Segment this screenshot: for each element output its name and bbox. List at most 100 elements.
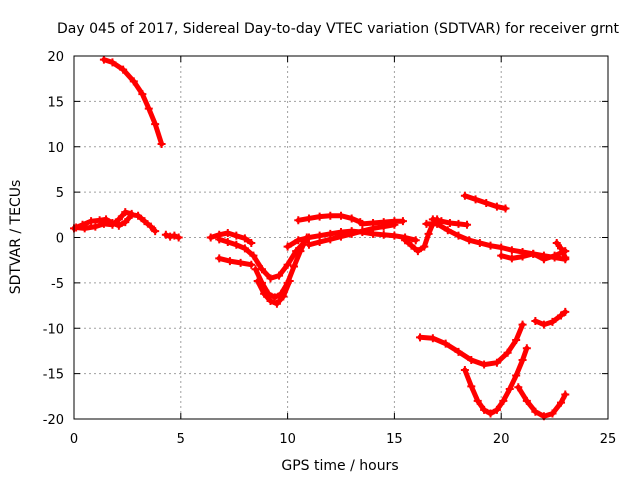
- data-point-arc-3-7: [127, 209, 136, 218]
- series-line-arc-21: [462, 345, 530, 417]
- data-point-arc-20-3: [454, 347, 463, 356]
- x-tick-label-2: 10: [279, 432, 296, 447]
- data-point-arc-22-1: [522, 396, 531, 405]
- data-point-arc-4-3: [174, 233, 183, 242]
- data-point-arc-21-5: [492, 405, 501, 414]
- data-point-arc-9-0: [253, 277, 262, 286]
- series-line-arc-9: [255, 278, 293, 307]
- data-point-arc-20-9: [518, 320, 527, 329]
- data-point-arc-6-8: [283, 260, 292, 269]
- series-arc-19: [552, 238, 570, 262]
- data-point-arc-21-10: [522, 344, 531, 353]
- data-point-arc-19-1: [557, 244, 566, 253]
- data-point-arc-9-5: [285, 277, 294, 286]
- series-arc-20: [416, 320, 527, 369]
- data-point-arc-16-0: [428, 215, 437, 224]
- data-point-arc-14-0: [401, 236, 410, 245]
- data-point-arc-10-1: [304, 214, 313, 223]
- data-point-arc-1-5: [144, 104, 153, 113]
- y-tick-label-4: 0: [56, 232, 64, 247]
- data-point-arc-7-3: [247, 260, 256, 269]
- series-arc-10: [294, 211, 365, 227]
- data-point-arc-23-3: [557, 311, 566, 320]
- data-point-arc-12-1: [315, 238, 324, 247]
- x-tick-label-4: 20: [493, 432, 510, 447]
- data-point-arc-14-4: [424, 229, 433, 238]
- data-point-arc-1-0: [99, 55, 108, 64]
- data-point-arc-6-2: [232, 240, 241, 249]
- data-point-arc-6-6: [266, 274, 275, 283]
- data-point-arc-20-8: [512, 336, 521, 345]
- data-point-arc-16-3: [454, 219, 463, 228]
- data-point-arc-15-5: [475, 238, 484, 247]
- series-arc-5: [206, 228, 256, 247]
- data-point-arc-13-1: [369, 218, 378, 227]
- data-point-arc-2-9: [134, 211, 143, 220]
- data-point-arc-18-3: [529, 249, 538, 258]
- data-point-arc-3-6: [121, 208, 130, 217]
- data-point-arc-3-4: [108, 220, 117, 229]
- data-point-arc-11-2: [304, 233, 313, 242]
- series-arc-9: [253, 277, 294, 308]
- data-point-arc-17-2: [482, 199, 491, 208]
- data-point-arc-18-2: [518, 252, 527, 261]
- data-point-arc-2-2: [87, 217, 96, 226]
- data-point-arc-10-2: [315, 212, 324, 221]
- data-point-arc-5-3: [232, 231, 241, 240]
- series-arc-6: [215, 235, 309, 283]
- data-point-arc-22-4: [548, 409, 557, 418]
- series-arc-15: [422, 219, 570, 264]
- data-point-arc-22-0: [514, 383, 523, 392]
- data-point-arc-20-2: [441, 339, 450, 348]
- data-point-arc-15-3: [454, 231, 463, 240]
- data-point-arc-5-4: [240, 234, 249, 243]
- axis-ticks: 0 5 10 15 20 25 -20 -15 -10 -5 0 5 10 15 20: [43, 50, 617, 447]
- data-point-arc-21-0: [460, 365, 469, 374]
- data-point-arc-6-3: [240, 244, 249, 253]
- data-point-arc-18-5: [550, 251, 559, 260]
- data-point-arc-11-12: [411, 236, 420, 245]
- data-point-arc-20-1: [428, 334, 437, 343]
- data-point-arc-17-0: [460, 191, 469, 200]
- y-tick-label-3: -5: [51, 277, 64, 292]
- data-point-arc-17-4: [501, 204, 510, 213]
- data-point-arc-23-0: [531, 316, 540, 325]
- data-point-arc-15-4: [465, 236, 474, 245]
- data-point-arc-21-3: [480, 405, 489, 414]
- x-axis-title: GPS time / hours: [281, 458, 398, 474]
- data-point-arc-12-2: [326, 235, 335, 244]
- data-point-arc-8-0: [251, 265, 260, 274]
- data-point-arc-10-4: [337, 211, 345, 220]
- data-point-arc-6-1: [223, 238, 232, 247]
- data-point-arc-20-4: [467, 356, 476, 365]
- data-point-arc-21-9: [518, 356, 527, 365]
- data-point-arc-23-4: [561, 307, 570, 316]
- x-tick-label-3: 15: [386, 432, 403, 447]
- series-arc-13: [358, 217, 407, 228]
- series-arc-3: [72, 208, 136, 233]
- series-arc-4: [161, 230, 183, 242]
- data-point-arc-1-6: [151, 120, 160, 129]
- data-point-arc-11-0: [283, 242, 292, 251]
- data-point-arc-15-2: [443, 226, 452, 235]
- series-arc-23: [531, 307, 570, 329]
- series-arc-2: [70, 210, 160, 236]
- data-point-arc-6-4: [249, 251, 258, 260]
- data-point-arc-11-9: [379, 230, 388, 239]
- data-point-arc-5-2: [223, 228, 232, 237]
- y-tick-label-0: -20: [43, 413, 64, 428]
- data-point-arc-4-0: [161, 230, 170, 239]
- data-point-arc-2-10: [140, 217, 149, 226]
- data-point-arc-3-2: [91, 222, 100, 231]
- data-point-arc-14-2: [413, 247, 422, 256]
- data-point-arc-16-2: [445, 218, 454, 227]
- data-point-arc-8-3: [270, 293, 279, 302]
- data-point-arc-19-2: [561, 253, 570, 262]
- data-point-arc-8-7: [296, 247, 305, 256]
- data-point-arc-21-2: [473, 396, 482, 405]
- data-traces: [70, 55, 570, 421]
- x-tick-label-0: 0: [70, 432, 78, 447]
- chart-title: Day 045 of 2017, Sidereal Day-to-day VTE…: [57, 21, 619, 37]
- data-point-arc-1-1: [108, 58, 117, 67]
